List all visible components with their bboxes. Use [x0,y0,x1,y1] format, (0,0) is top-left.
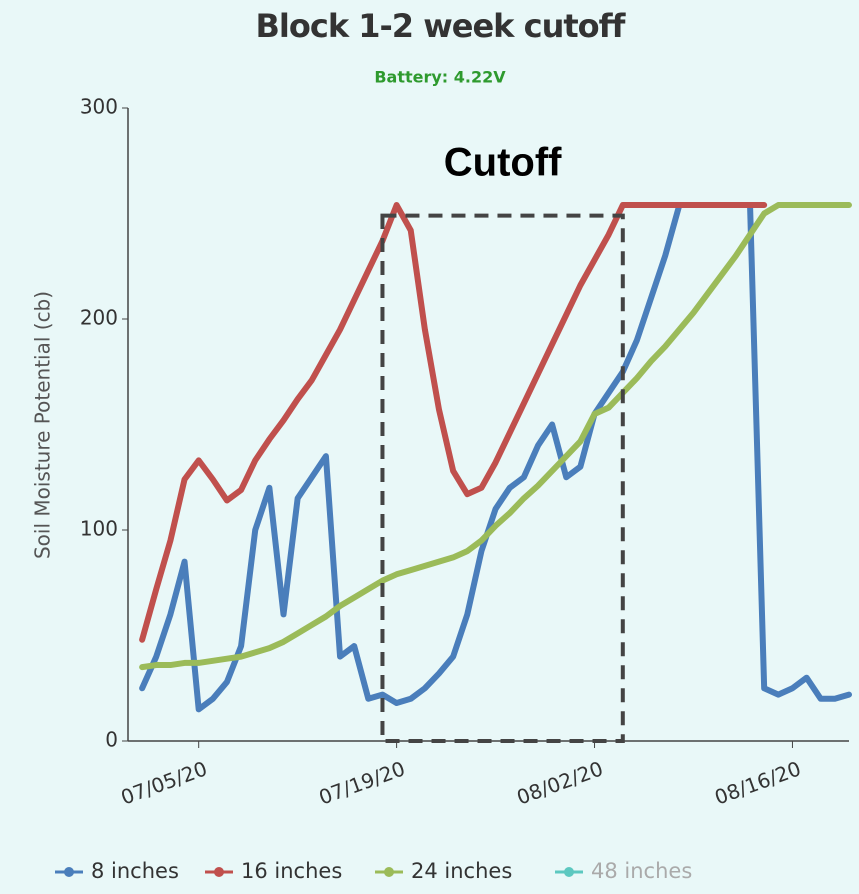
legend-marker [214,867,224,877]
annotation-text: Cutoff [444,141,562,185]
chart-title: Block 1-2 week cutoff [256,7,627,45]
legend-marker [564,867,574,877]
legend-marker [384,867,394,877]
series-line [139,202,768,643]
legend-label: 48 inches [591,859,692,883]
y-axis-label: Soil Moisture Potential (cb) [31,291,55,559]
y-tick-label: 200 [80,306,118,330]
legend-label: 24 inches [411,859,512,883]
chart-subtitle: Battery: 4.22V [374,68,506,87]
y-tick-label: 100 [80,517,118,541]
annotation-box [380,213,625,744]
legend-marker [64,867,74,877]
series-line [139,202,852,671]
legend-label: 8 inches [91,859,179,883]
y-tick-label: 0 [105,728,118,752]
legend-label: 16 inches [241,859,342,883]
y-tick-label: 300 [80,95,118,119]
